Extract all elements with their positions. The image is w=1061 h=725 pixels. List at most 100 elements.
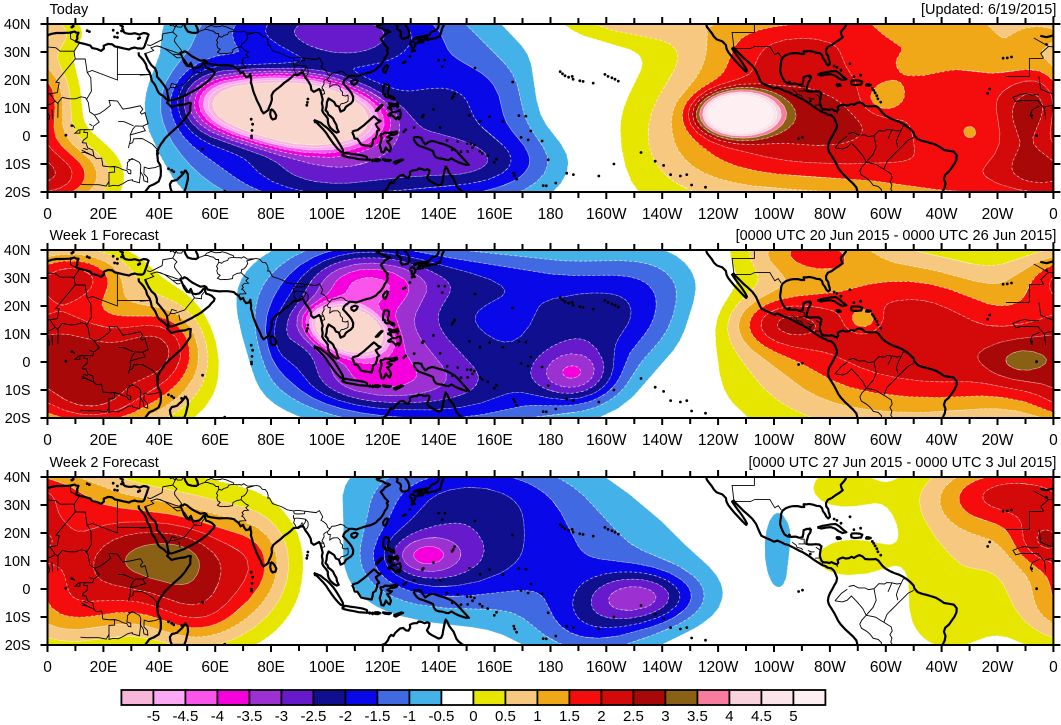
svg-text:60W: 60W: [870, 432, 902, 449]
svg-text:10N: 10N: [4, 101, 31, 117]
svg-text:0: 0: [43, 432, 52, 449]
svg-text:20W: 20W: [982, 206, 1014, 223]
svg-text:80E: 80E: [257, 206, 285, 223]
svg-text:2.5: 2.5: [623, 708, 644, 725]
svg-text:4.5: 4.5: [751, 708, 772, 725]
svg-text:160E: 160E: [476, 659, 512, 676]
svg-text:160E: 160E: [476, 432, 512, 449]
svg-text:20E: 20E: [90, 206, 118, 223]
svg-text:0: 0: [1049, 206, 1058, 223]
svg-text:0: 0: [43, 206, 52, 223]
svg-text:[0000 UTC 20 Jun 2015 - 0000 U: [0000 UTC 20 Jun 2015 - 0000 UTC 26 Jun …: [736, 228, 1057, 244]
svg-text:Today: Today: [50, 2, 89, 18]
svg-text:[0000 UTC 27 Jun 2015 - 0000 U: [0000 UTC 27 Jun 2015 - 0000 UTC 3 Jul 2…: [748, 455, 1056, 471]
svg-text:80E: 80E: [257, 659, 285, 676]
svg-text:140W: 140W: [642, 659, 683, 676]
svg-text:30N: 30N: [4, 45, 31, 61]
svg-text:-0.5: -0.5: [428, 708, 454, 725]
svg-text:120W: 120W: [698, 659, 739, 676]
svg-text:5: 5: [789, 708, 797, 725]
svg-text:-5: -5: [147, 708, 160, 725]
svg-text:-4.5: -4.5: [172, 708, 198, 725]
svg-text:-1.5: -1.5: [364, 708, 390, 725]
svg-text:160W: 160W: [586, 432, 627, 449]
svg-text:1: 1: [533, 708, 541, 725]
svg-text:180: 180: [538, 432, 564, 449]
svg-text:10S: 10S: [5, 383, 31, 399]
svg-text:180: 180: [538, 659, 564, 676]
svg-text:40E: 40E: [146, 206, 174, 223]
svg-text:0: 0: [1049, 432, 1058, 449]
svg-text:10S: 10S: [5, 157, 31, 173]
svg-text:100W: 100W: [754, 432, 795, 449]
svg-text:-3: -3: [275, 708, 288, 725]
svg-text:100W: 100W: [754, 659, 795, 676]
svg-text:140E: 140E: [421, 659, 457, 676]
svg-text:140E: 140E: [421, 206, 457, 223]
svg-text:Week 2 Forecast: Week 2 Forecast: [50, 455, 159, 471]
svg-text:-3.5: -3.5: [236, 708, 262, 725]
svg-text:0: 0: [43, 659, 52, 676]
svg-text:[Updated: 6/19/2015]: [Updated: 6/19/2015]: [921, 2, 1056, 18]
svg-text:20N: 20N: [4, 299, 31, 315]
svg-text:0: 0: [22, 129, 30, 145]
svg-text:80E: 80E: [257, 432, 285, 449]
svg-text:40W: 40W: [926, 659, 958, 676]
svg-text:0: 0: [469, 708, 477, 725]
svg-text:120E: 120E: [365, 206, 401, 223]
svg-text:60E: 60E: [201, 659, 229, 676]
svg-text:120E: 120E: [365, 432, 401, 449]
svg-text:40E: 40E: [146, 659, 174, 676]
svg-text:40N: 40N: [4, 243, 31, 259]
svg-text:30N: 30N: [4, 498, 31, 514]
svg-text:100E: 100E: [309, 432, 345, 449]
svg-text:60W: 60W: [870, 659, 902, 676]
svg-text:180: 180: [538, 206, 564, 223]
svg-text:-1: -1: [403, 708, 416, 725]
svg-text:0: 0: [1049, 659, 1058, 676]
svg-text:120E: 120E: [365, 659, 401, 676]
svg-text:1.5: 1.5: [559, 708, 580, 725]
svg-text:40W: 40W: [926, 432, 958, 449]
svg-text:20S: 20S: [5, 638, 31, 654]
svg-text:20W: 20W: [982, 432, 1014, 449]
svg-text:100E: 100E: [309, 206, 345, 223]
svg-text:80W: 80W: [814, 659, 846, 676]
svg-text:100E: 100E: [309, 659, 345, 676]
svg-text:120W: 120W: [698, 432, 739, 449]
svg-text:40E: 40E: [146, 432, 174, 449]
svg-text:140W: 140W: [642, 432, 683, 449]
svg-text:140E: 140E: [421, 432, 457, 449]
svg-text:60E: 60E: [201, 206, 229, 223]
svg-text:20N: 20N: [4, 526, 31, 542]
svg-text:20W: 20W: [982, 659, 1014, 676]
svg-text:-2: -2: [339, 708, 352, 725]
svg-text:-4: -4: [211, 708, 224, 725]
svg-text:40N: 40N: [4, 17, 31, 33]
svg-text:20S: 20S: [5, 185, 31, 201]
svg-text:40W: 40W: [926, 206, 958, 223]
svg-text:20N: 20N: [4, 73, 31, 89]
svg-text:160E: 160E: [476, 206, 512, 223]
svg-text:20E: 20E: [90, 432, 118, 449]
svg-text:3: 3: [661, 708, 669, 725]
svg-text:Week 1 Forecast: Week 1 Forecast: [50, 228, 159, 244]
svg-text:0.5: 0.5: [495, 708, 516, 725]
svg-text:100W: 100W: [754, 206, 795, 223]
svg-text:10N: 10N: [4, 327, 31, 343]
svg-text:20E: 20E: [90, 659, 118, 676]
svg-text:80W: 80W: [814, 206, 846, 223]
svg-text:4: 4: [725, 708, 733, 725]
svg-text:0: 0: [22, 582, 30, 598]
svg-text:30N: 30N: [4, 271, 31, 287]
svg-text:10N: 10N: [4, 554, 31, 570]
svg-text:40N: 40N: [4, 470, 31, 486]
svg-text:20S: 20S: [5, 411, 31, 427]
svg-text:60E: 60E: [201, 432, 229, 449]
svg-text:0: 0: [22, 355, 30, 371]
svg-text:3.5: 3.5: [687, 708, 708, 725]
svg-text:160W: 160W: [586, 206, 627, 223]
svg-text:160W: 160W: [586, 659, 627, 676]
svg-text:10S: 10S: [5, 610, 31, 626]
svg-text:-2.5: -2.5: [300, 708, 326, 725]
